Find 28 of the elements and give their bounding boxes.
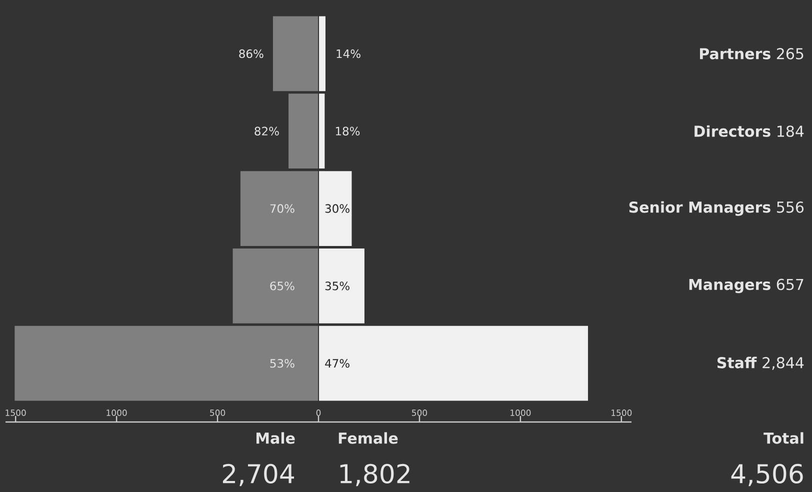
x-tick-label: 1500 [6,410,26,416]
x-tick-label: 1500 [612,410,632,416]
y-tick-label: Senior Managers 556 [629,201,804,216]
text: 4,506 [731,464,803,486]
annotation: 47% [325,358,350,368]
annotation: 82% [254,126,279,136]
annotation: 30% [325,204,350,213]
y-tick-label: Directors 184 [694,125,804,137]
x-tick-label: 1000 [106,410,127,416]
x-tick-label: 500 [210,410,226,416]
annotation: 70% [270,204,294,213]
y-tick-label: Partners 265 [700,48,804,60]
x-tick-label: 1000 [510,410,531,416]
x-tick-label: 500 [412,410,428,416]
annotation: 86% [239,49,264,58]
text: 2,704 [222,464,294,486]
text: Female [338,432,398,444]
y-tick-label: Staff 2,844 [717,356,804,370]
text: 1,802 [340,464,410,486]
annotation: 35% [325,282,350,290]
x-tick-label: 0 [316,410,321,416]
y-tick-label: Managers 657 [689,278,804,294]
text: Total [764,432,804,444]
annotation: 14% [336,49,360,58]
annotation: 65% [270,282,294,290]
annotation: 18% [336,126,360,136]
text: Male [256,432,295,444]
annotation: 53% [270,358,294,368]
